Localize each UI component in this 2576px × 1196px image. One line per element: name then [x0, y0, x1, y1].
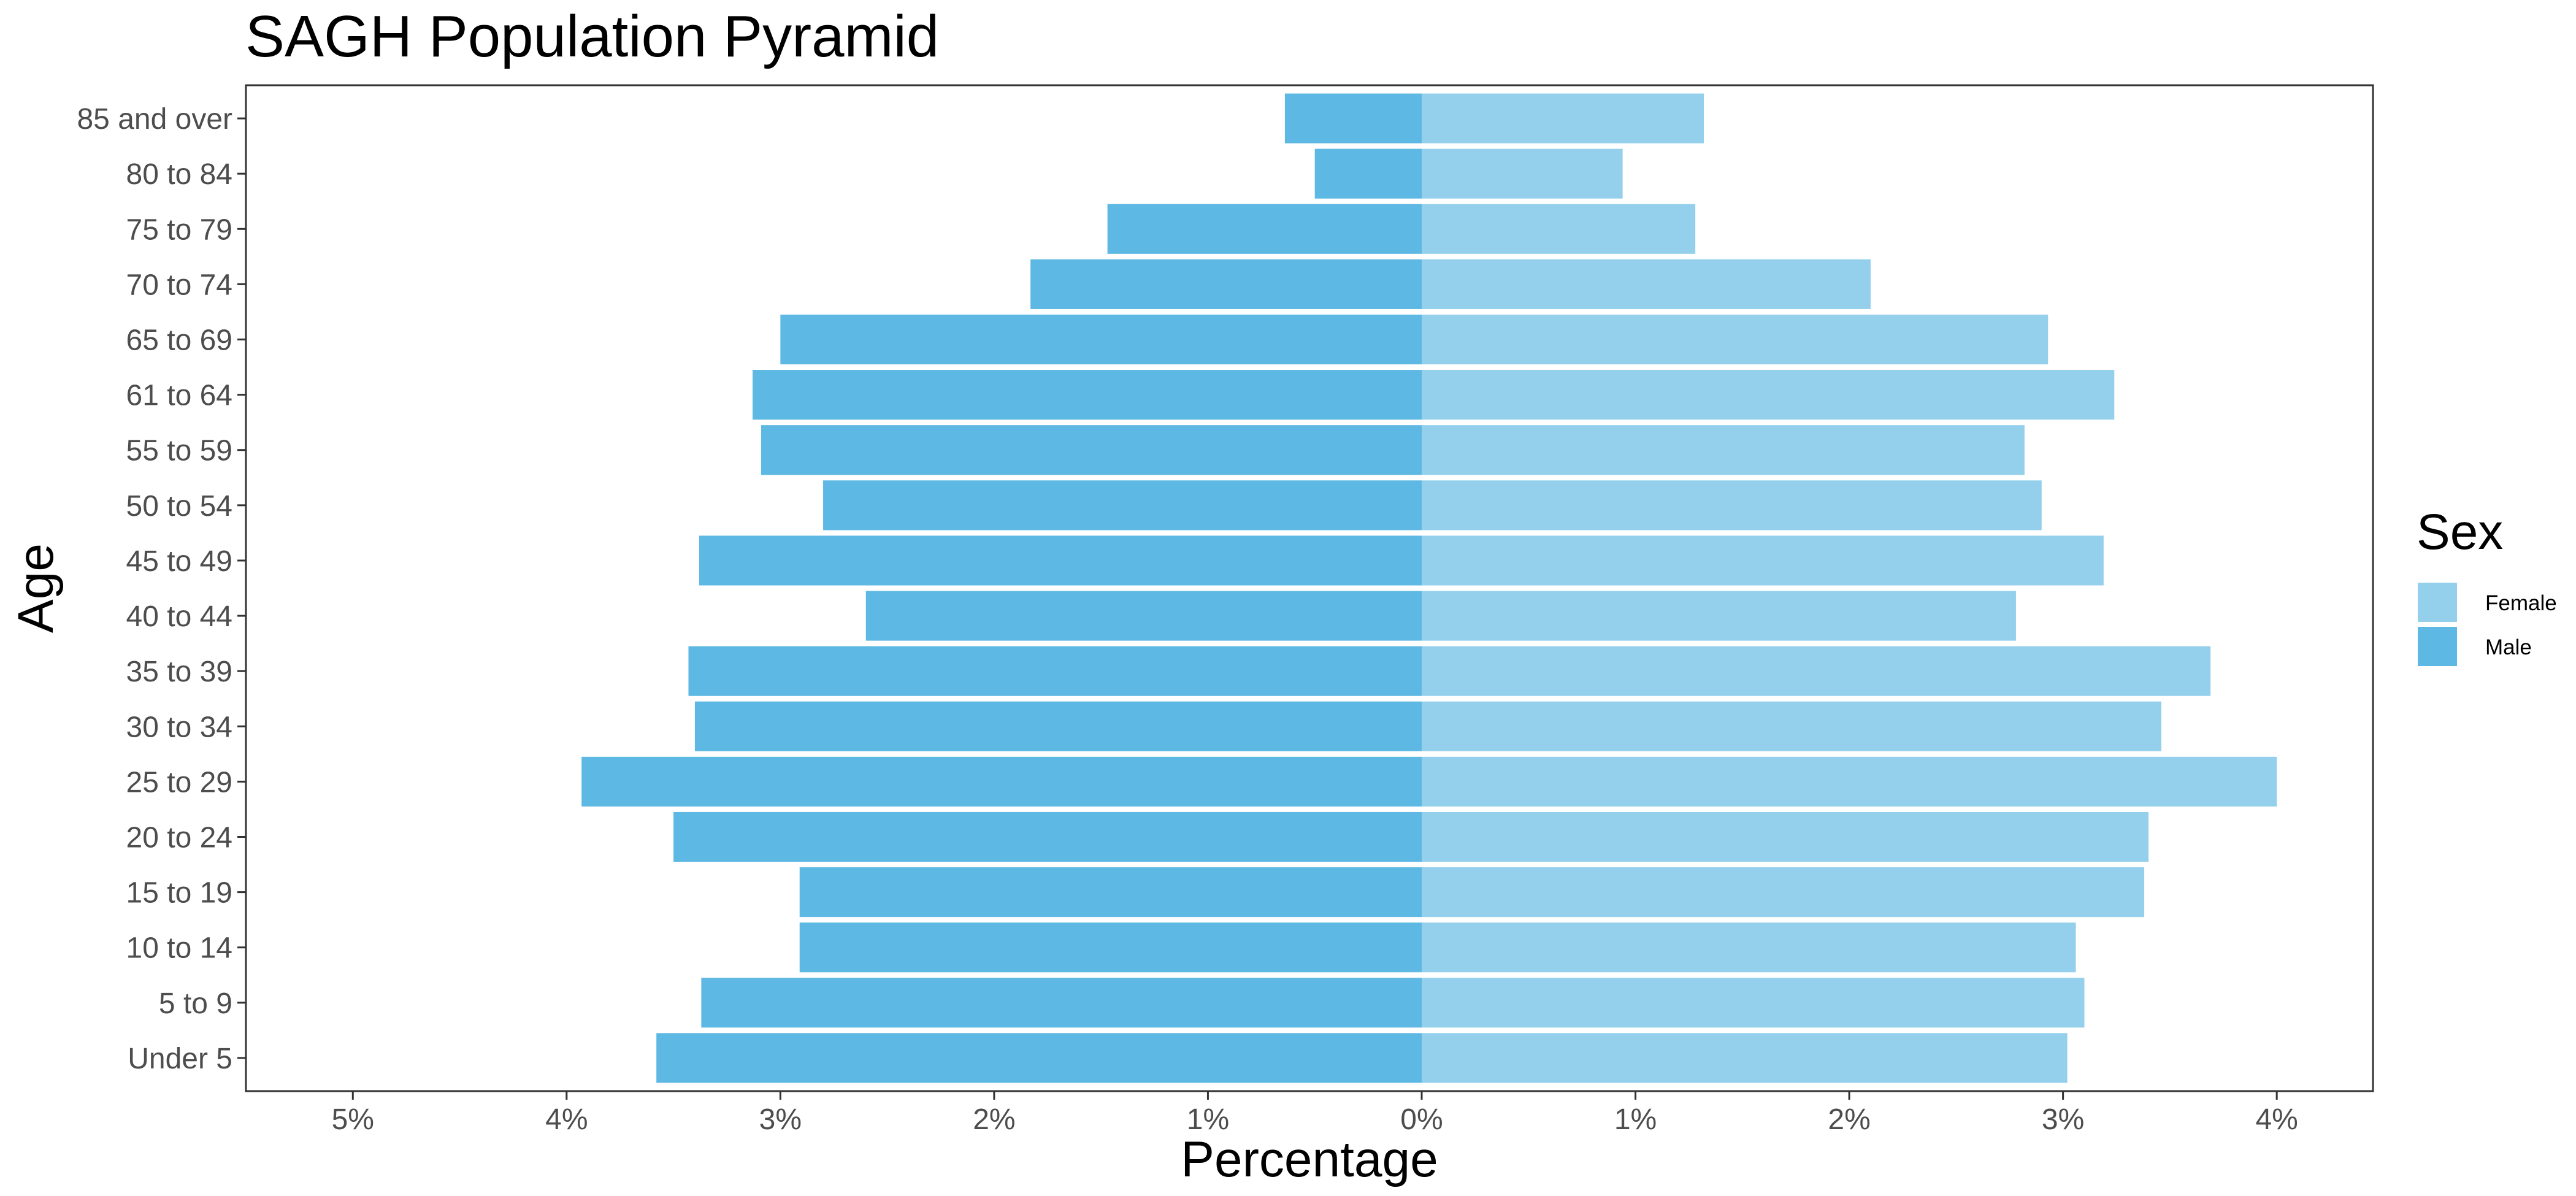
bar-male-13 [780, 314, 1422, 365]
x-tick-label: 0% [1400, 1103, 1443, 1136]
bar-female-8 [1421, 591, 2016, 641]
bar-female-4 [1421, 811, 2149, 862]
y-axis: Under 5 5 to 9 10 to 14 15 to 19 20 to 24 25 … [77, 103, 246, 1075]
bar-female-16 [1421, 148, 1623, 199]
y-tick-label: Under 5 [128, 1043, 232, 1075]
y-tick-label: 15 to 19 [126, 877, 232, 910]
y-tick-label: 75 to 79 [126, 213, 232, 246]
y-tick-label: 85 and over [77, 103, 232, 136]
bar-female-2 [1421, 922, 2076, 973]
bar-female-5 [1421, 756, 2277, 807]
plot-panel-border [245, 84, 2374, 1092]
y-tick-label: 40 to 44 [126, 600, 232, 633]
bar-female-10 [1421, 480, 2042, 531]
bar-female-11 [1421, 425, 2025, 475]
bar-male-15 [1107, 204, 1422, 254]
y-tick-label: 20 to 24 [126, 821, 232, 854]
y-tick-label: 65 to 69 [126, 324, 232, 357]
y-tick-label: 30 to 34 [126, 711, 232, 743]
bar-male-5 [581, 756, 1422, 807]
bar-female-14 [1421, 259, 1871, 309]
legend-swatch-male [2418, 627, 2457, 666]
legend: Sex Female Male [2417, 504, 2557, 666]
bar-male-11 [761, 425, 1422, 475]
legend-title: Sex [2417, 504, 2503, 560]
x-tick-label: 1% [1187, 1103, 1229, 1136]
x-tick-label: 2% [1828, 1103, 1870, 1136]
bar-male-14 [1030, 259, 1422, 309]
bar-male-6 [694, 701, 1422, 751]
legend-label-female: Female [2485, 591, 2557, 615]
y-axis-title: Age [8, 543, 64, 633]
bar-male-8 [865, 591, 1422, 641]
x-tick-label: 1% [1614, 1103, 1657, 1136]
x-tick-label: 3% [759, 1103, 802, 1136]
legend-swatch-female [2418, 583, 2457, 622]
x-tick-label: 5% [332, 1103, 374, 1136]
bar-male-9 [699, 535, 1422, 586]
bar-female-7 [1421, 646, 2211, 696]
bar-male-17 [1284, 93, 1422, 144]
y-tick-label: 10 to 14 [126, 932, 232, 965]
bar-female-12 [1421, 370, 2115, 420]
bar-female-0 [1421, 1033, 2068, 1083]
bar-male-3 [799, 867, 1422, 918]
bar-male-16 [1314, 148, 1422, 199]
bar-female-3 [1421, 867, 2145, 918]
y-tick-label: 61 to 64 [126, 380, 232, 412]
y-tick-label: 50 to 54 [126, 490, 232, 523]
bar-male-1 [701, 978, 1422, 1028]
bar-female-6 [1421, 701, 2161, 751]
y-tick-label: 55 to 59 [126, 435, 232, 467]
y-tick-label: 35 to 39 [126, 656, 232, 688]
x-axis: 5% 4% 3% 2% 1% 0% 1% 2% 3% 4% [332, 1091, 2298, 1136]
bar-female-9 [1421, 535, 2104, 586]
bars-layer [581, 93, 2277, 1083]
x-tick-label: 4% [2255, 1103, 2298, 1136]
bar-male-2 [799, 922, 1422, 973]
y-tick-label: 80 to 84 [126, 158, 232, 191]
x-tick-label: 4% [545, 1103, 588, 1136]
x-tick-label: 2% [973, 1103, 1015, 1136]
bar-male-0 [656, 1033, 1422, 1083]
bar-male-12 [753, 370, 1422, 420]
chart-title: SAGH Population Pyramid [245, 4, 939, 69]
bar-female-13 [1421, 314, 2049, 365]
x-axis-title: Percentage [1181, 1132, 1438, 1187]
y-tick-label: 70 to 74 [126, 269, 232, 301]
y-tick-label: 25 to 29 [126, 766, 232, 799]
bar-male-10 [823, 480, 1422, 531]
bar-female-1 [1421, 978, 2085, 1028]
bar-female-17 [1421, 93, 1704, 144]
bar-male-4 [673, 811, 1422, 862]
y-tick-label: 5 to 9 [159, 987, 232, 1020]
bar-female-15 [1421, 204, 1696, 254]
bar-male-7 [688, 646, 1422, 696]
legend-label-male: Male [2485, 635, 2532, 659]
y-tick-label: 45 to 49 [126, 545, 232, 578]
x-tick-label: 3% [2042, 1103, 2084, 1136]
